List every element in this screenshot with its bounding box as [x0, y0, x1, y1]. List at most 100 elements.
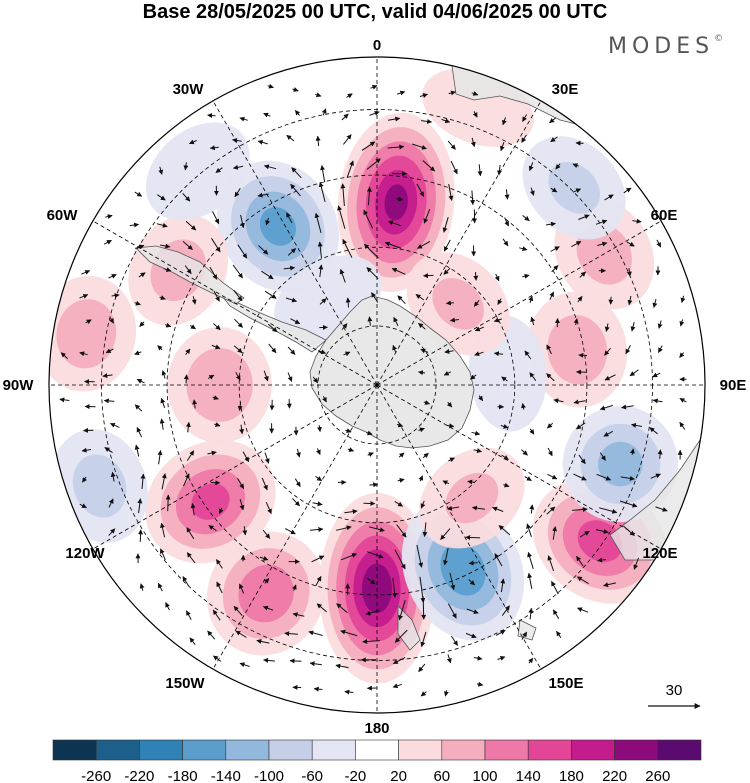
wind-arrow [185, 610, 192, 620]
anomaly-center [522, 136, 626, 240]
wind-arrow [446, 423, 455, 429]
wind-arrow [473, 299, 480, 307]
wind-arrow [495, 629, 506, 636]
wind-arrow [316, 425, 322, 433]
wind-arrow [623, 525, 635, 536]
map-title: Base 28/05/2025 00 UTC, valid 04/06/2025… [142, 1, 608, 23]
wind-arrow [264, 578, 270, 584]
wind-arrow [493, 351, 504, 357]
wind-arrow [470, 190, 476, 206]
wind-arrow [212, 655, 222, 662]
wind-arrow [81, 270, 91, 275]
wind-arrow [655, 506, 668, 512]
wind-arrow [242, 451, 250, 463]
wind-arrow [318, 181, 326, 203]
wind-arrow [387, 144, 405, 150]
wind-arrow [632, 218, 642, 224]
wind-arrow [294, 478, 301, 488]
wind-arrow [623, 187, 632, 194]
wind-arrow [370, 85, 378, 90]
wind-arrow [576, 576, 589, 585]
wind-arrow [578, 454, 586, 465]
colorbar-swatch [311, 739, 356, 761]
meridian-line [376, 100, 542, 386]
wind-arrow [211, 238, 221, 253]
wind-arrow [579, 530, 590, 538]
lon-label-120w: 120W [65, 545, 105, 562]
latitude-circle [238, 246, 516, 524]
wind-arrow [339, 268, 346, 283]
wind-arrow [577, 296, 583, 303]
wind-arrow [160, 522, 166, 538]
wind-arrow [443, 267, 451, 275]
anomaly-band [432, 278, 484, 330]
wind-arrow [443, 548, 449, 566]
colorbar-swatch [355, 739, 399, 761]
anomaly-band [56, 299, 117, 369]
wind-arrow [310, 526, 324, 532]
wind-arrow [232, 137, 242, 143]
wind-arrow [317, 349, 327, 355]
wind-arrow [657, 449, 663, 459]
wind-arrow [526, 523, 532, 537]
wind-arrow [257, 139, 268, 145]
wind-arrow [263, 112, 271, 118]
wind-arrow [392, 578, 398, 598]
wind-arrow [263, 164, 277, 170]
wind-arrow [290, 318, 301, 325]
wind-arrow [371, 292, 379, 303]
wind-arrow [315, 575, 322, 586]
wind-arrow [134, 191, 143, 197]
wind-arrow [599, 404, 613, 411]
wind-arrow [267, 83, 274, 89]
wind-arrow [657, 320, 663, 329]
wind-arrow [341, 323, 348, 330]
wind-arrow [134, 350, 142, 356]
wind-arrow [522, 273, 530, 279]
wind-arrow [319, 298, 327, 305]
wind-arrow [440, 528, 451, 540]
wind-arrow [186, 552, 196, 564]
wind-arrow [312, 376, 319, 384]
wind-arrow [335, 663, 349, 669]
lon-label-150e: 150E [548, 675, 583, 692]
wind-arrow [294, 110, 301, 116]
lon-label-30e: 30E [552, 81, 579, 98]
wind-arrow [157, 345, 163, 351]
wind-arrow [619, 500, 638, 508]
wind-arrow [579, 271, 586, 278]
wind-arrow [578, 352, 588, 358]
wind-arrow [216, 581, 223, 594]
wind-arrow [547, 422, 554, 429]
wind-arrow [391, 268, 406, 275]
wind-arrow [232, 164, 244, 170]
colorbar-tick-label: 100 [472, 768, 497, 783]
wind-arrow [476, 681, 484, 687]
wind-arrow [268, 343, 277, 354]
wind-arrow [388, 116, 401, 122]
anomaly-band [145, 122, 250, 221]
wind-arrow [315, 92, 322, 98]
wind-arrow [500, 424, 509, 429]
wind-arrow [418, 370, 426, 376]
wind-arrow [215, 167, 223, 173]
wind-arrow [396, 422, 404, 428]
wind-arrow [346, 160, 354, 178]
wind-arrow [556, 630, 562, 638]
wind-arrow [190, 503, 196, 516]
wind-arrow [422, 160, 436, 172]
wind-arrow [363, 243, 379, 259]
wind-arrow [465, 534, 481, 540]
wind-arrow [595, 219, 608, 225]
wind-arrow [265, 501, 272, 515]
wind-arrow [522, 215, 530, 222]
wind-arrow [291, 584, 297, 591]
wind-arrow [423, 400, 430, 405]
wind-arrow [656, 239, 662, 248]
wind-arrow [264, 452, 270, 464]
colorbar-swatch [398, 739, 443, 761]
wind-arrow [186, 450, 195, 461]
wind-arrow [337, 205, 346, 229]
wind-arrow [394, 629, 408, 643]
